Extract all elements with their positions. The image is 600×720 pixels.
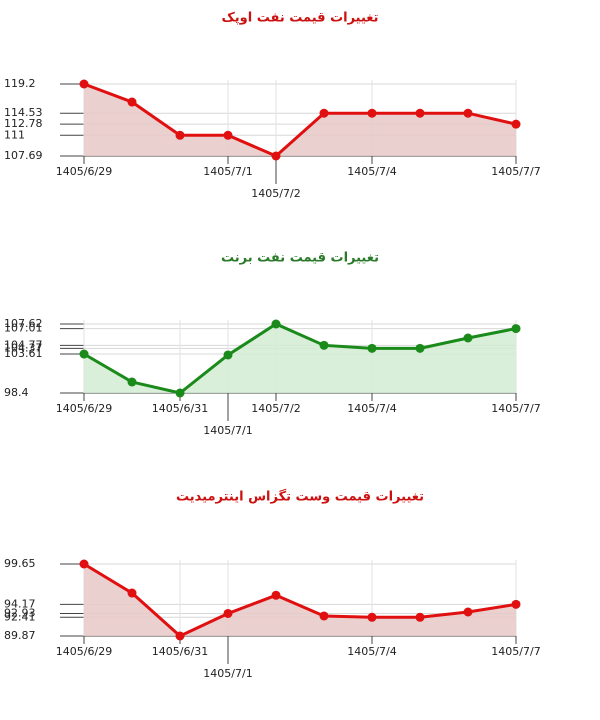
- x-tick-label: 1405/7/7: [491, 402, 540, 415]
- point: [175, 631, 185, 641]
- point: [271, 151, 281, 161]
- point: [127, 97, 137, 107]
- point: [127, 377, 137, 387]
- x-tick-label: 1405/6/29: [56, 402, 112, 415]
- x-tick-label: 1405/7/1: [203, 667, 252, 680]
- chart: تغییرات قیمت نفت اوپک 119.2 114.53112.7811…: [4, 11, 541, 201]
- point: [319, 108, 329, 118]
- point: [511, 599, 521, 609]
- point: [511, 324, 521, 334]
- point: [175, 388, 185, 398]
- y-tick-label: 107.62: [4, 317, 43, 330]
- x-tick-label: 1405/7/7: [491, 645, 540, 658]
- y-tick-label: 107.69: [4, 149, 43, 162]
- point: [415, 343, 425, 353]
- x-tick-label: 1405/7/1: [203, 424, 252, 437]
- point: [175, 130, 185, 140]
- point: [271, 590, 281, 600]
- point: [223, 350, 233, 360]
- point: [271, 319, 281, 329]
- point: [367, 108, 377, 118]
- point: [79, 349, 89, 359]
- x-tick-label: 1405/6/31: [152, 402, 208, 415]
- chart-title: تغییرات قیمت وست تگزاس اینترمیدیت: [176, 489, 424, 505]
- point: [127, 588, 137, 598]
- line: [83, 82, 517, 158]
- line: [83, 322, 517, 395]
- y-tick-label: 114.53: [4, 106, 43, 119]
- y-tick-label: 104.77: [4, 338, 43, 351]
- x-tick-label: 1405/7/4: [347, 645, 396, 658]
- y-tick-label: 98.4: [4, 386, 29, 399]
- point: [319, 340, 329, 350]
- y-tick-label: 99.65: [4, 557, 36, 570]
- y-tick-label: 112.78: [4, 117, 43, 130]
- x-tick-label: 1405/7/7: [491, 165, 540, 178]
- x-tick-label: 1405/6/29: [56, 645, 112, 658]
- point: [367, 612, 377, 622]
- point: [463, 607, 473, 617]
- x-tick-label: 1405/6/29: [56, 165, 112, 178]
- line: [83, 562, 517, 638]
- y-tick-label: 94.17: [4, 597, 36, 610]
- x-tick-label: 1405/7/4: [347, 402, 396, 415]
- y-tick-label: 104.37: [4, 341, 43, 354]
- point: [367, 343, 377, 353]
- y-tick-label: 89.87: [4, 629, 36, 642]
- point: [463, 108, 473, 118]
- point: [79, 559, 89, 569]
- chart-title: تغییرات قیمت نفت برنت: [221, 251, 379, 266]
- point: [415, 612, 425, 622]
- y-tick-label: 107.01: [4, 322, 43, 335]
- point: [223, 130, 233, 140]
- chart: تغییرات قیمت وست تگزاس اینترمیدیت 99.65 94…: [4, 489, 541, 681]
- y-tick-label: 103.61: [4, 347, 43, 360]
- area: [84, 324, 516, 393]
- y-tick-label: 119.2: [4, 77, 36, 90]
- x-tick-label: 1405/7/4: [347, 165, 396, 178]
- y-tick-label: 92.93: [4, 606, 36, 619]
- x-tick-label: 1405/7/1: [203, 165, 252, 178]
- y-tick-label: 92.41: [4, 610, 36, 623]
- point: [511, 119, 521, 129]
- x-tick-label: 1405/7/2: [251, 187, 300, 200]
- chart-title: تغییرات قیمت نفت اوپک: [221, 11, 378, 26]
- y-tick-label: 111: [4, 128, 25, 141]
- area: [84, 564, 516, 636]
- point: [415, 108, 425, 118]
- x-tick-label: 1405/6/31: [152, 645, 208, 658]
- x-tick-label: 1405/7/2: [251, 402, 300, 415]
- point: [463, 333, 473, 343]
- area: [84, 84, 516, 156]
- point: [223, 608, 233, 618]
- point: [319, 611, 329, 621]
- point: [79, 79, 89, 89]
- chart: تغییرات قیمت نفت برنت107.62107.01104.771…: [4, 251, 541, 438]
